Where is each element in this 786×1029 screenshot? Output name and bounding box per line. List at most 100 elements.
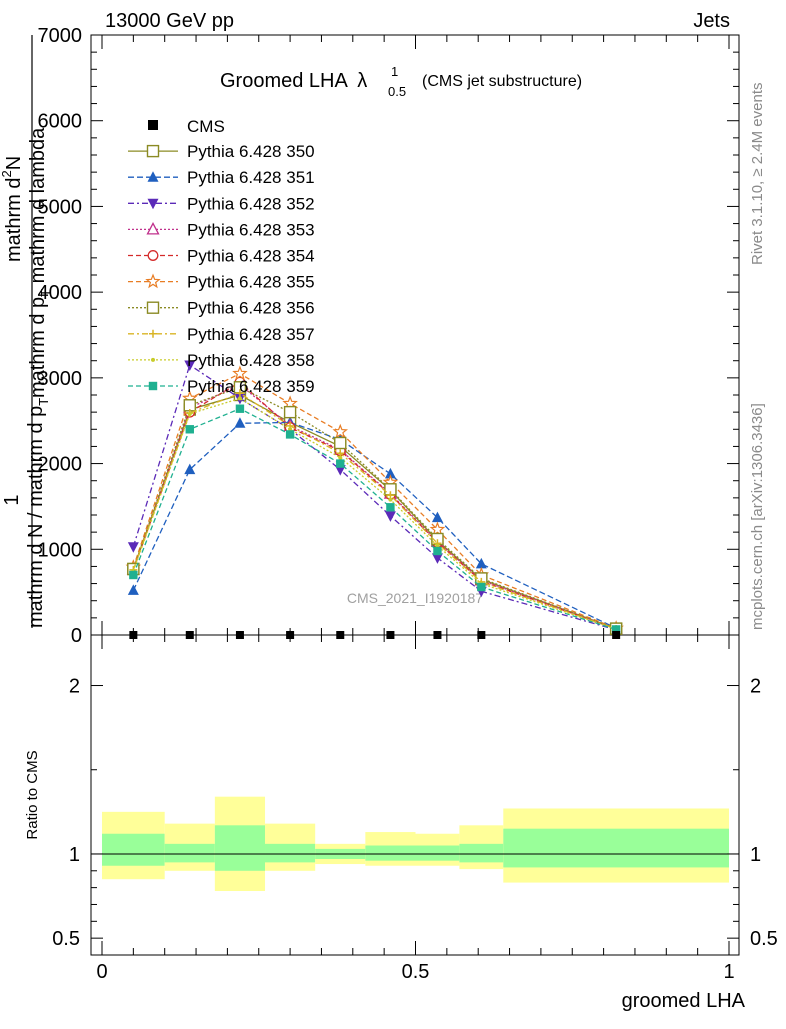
legend-cms-marker (148, 120, 158, 130)
legend-marker-1 (147, 171, 159, 182)
main-ytick-label: 5000 (38, 196, 83, 218)
ratio-plot-frame (90, 634, 740, 956)
title-suffix: (CMS jet substructure) (422, 73, 582, 90)
legend-marker-5 (145, 273, 161, 289)
series-line-1 (132, 421, 617, 629)
series-layer (125, 360, 624, 636)
ratio-ytick-label-left: 2 (69, 676, 80, 698)
series-point-8 (388, 497, 393, 502)
ratio-band-inner-6 (415, 845, 460, 861)
series-line-8 (132, 397, 617, 630)
series-point-1 (184, 463, 196, 475)
series-point-5 (429, 521, 446, 537)
cms-points (129, 631, 621, 639)
plot-title: Groomed LHA λ 1 0.5 (CMS jet substructur… (220, 64, 582, 99)
cms-point (235, 631, 244, 639)
legend-label-1: Pythia 6.428 351 (187, 168, 315, 187)
ratio-band-inner-7 (459, 843, 504, 863)
series-point-5 (332, 423, 349, 439)
x-axis-label: groomed LHA (622, 990, 746, 1012)
ratio-y-ticks: 0.5 0.5 1 1 2 2 (52, 676, 778, 951)
legend-label-9: Pythia 6.428 359 (187, 377, 315, 396)
series-line-3 (132, 383, 617, 630)
series-point-2 (127, 542, 139, 553)
cms-point (336, 631, 345, 639)
series-point-7 (235, 389, 244, 398)
title-symbol: λ (357, 70, 367, 92)
series-line-5 (132, 372, 617, 629)
ylabel-numerator-line2: mathrm d pT mathrm d lambda (27, 127, 53, 398)
ylabel-denominator: mathrm d N / mathrm d pT (25, 398, 51, 628)
ratio-ytick-label-left: 0.5 (52, 928, 80, 950)
ratio-band-inner-3 (265, 843, 316, 863)
legend-label-7: Pythia 6.428 357 (187, 325, 315, 344)
xtick-label: 0.5 (402, 961, 430, 983)
header-process: 13000 GeV pp (105, 10, 234, 32)
xtick-label: 0 (96, 961, 107, 983)
series-point-1 (475, 557, 487, 569)
ylabel-one: 1 (1, 494, 23, 505)
legend-label-0: Pythia 6.428 350 (187, 142, 315, 161)
series-point-6 (334, 436, 347, 450)
watermark: CMS_2021_I1920187 (347, 590, 483, 606)
legend-label-3: Pythia 6.428 353 (187, 220, 315, 239)
series-point-9 (477, 582, 486, 592)
series-point-1 (431, 511, 443, 523)
series-point-6 (283, 405, 297, 419)
legend-marker-0 (146, 144, 160, 158)
series-point-1 (384, 467, 396, 479)
legend-label-6: Pythia 6.428 356 (187, 299, 315, 318)
mcplots-label: mcplots.cern.ch [arXiv:1306.3436] (749, 403, 766, 630)
legend-label-5: Pythia 6.428 355 (187, 273, 315, 292)
series-point-1 (127, 584, 139, 595)
legend-marker-2 (147, 198, 159, 210)
header-category: Jets (693, 10, 730, 32)
main-ytick-label: 4000 (38, 282, 83, 304)
cms-point (386, 631, 395, 639)
legend-label-2: Pythia 6.428 352 (187, 194, 315, 213)
legend-marker-8 (151, 357, 155, 362)
series-9 (129, 404, 621, 634)
legend-label-4: Pythia 6.428 354 (187, 247, 315, 266)
series-point-9 (235, 404, 245, 413)
cms-point (129, 631, 138, 639)
series-point-2 (184, 360, 196, 371)
main-y-ticks: 0 1000 2000 3000 4000 5000 6000 7000 (38, 25, 739, 647)
series-point-9 (386, 503, 395, 512)
cms-point (286, 631, 295, 639)
cms-point (433, 631, 442, 639)
ratio-band-inner-5 (365, 845, 416, 861)
title-sup: 1 (391, 64, 398, 79)
series-point-8 (338, 455, 343, 460)
series-point-5 (232, 365, 248, 381)
ratio-band-inner-0 (102, 833, 165, 866)
main-ytick-label: 2000 (38, 454, 83, 476)
ratio-ytick-label-right: 0.5 (750, 928, 778, 950)
main-ytick-label: 1000 (38, 539, 83, 561)
rivet-version-label: Rivet 3.1.10, ≥ 2.4M events (749, 83, 766, 266)
legend-label-8: Pythia 6.428 358 (187, 351, 315, 370)
series-point-9 (185, 425, 194, 434)
main-ytick-label: 6000 (38, 111, 83, 133)
series-point-9 (433, 546, 442, 556)
ratio-bands (102, 796, 729, 891)
series-point-9 (336, 459, 345, 468)
series-point-8 (187, 411, 192, 416)
cms-point (477, 631, 486, 639)
ratio-axis-label: Ratio to CMS (24, 750, 41, 839)
ratio-band-inner-1 (164, 843, 215, 863)
title-main: Groomed LHA (220, 70, 348, 92)
series-point-2 (384, 511, 396, 522)
series-point-9 (285, 430, 295, 439)
ratio-ytick-label-right: 2 (750, 676, 761, 698)
main-ytick-label: 7000 (38, 25, 83, 47)
legend-marker-3 (146, 221, 160, 235)
legend-marker-7 (149, 329, 157, 338)
series-point-8 (237, 396, 242, 401)
title-sub: 0.5 (388, 84, 406, 99)
legend-marker-6 (146, 301, 160, 314)
legend-marker-9 (148, 381, 158, 391)
x-ticks: 0 0.5 1 (96, 35, 735, 983)
series-point-9 (129, 570, 138, 580)
